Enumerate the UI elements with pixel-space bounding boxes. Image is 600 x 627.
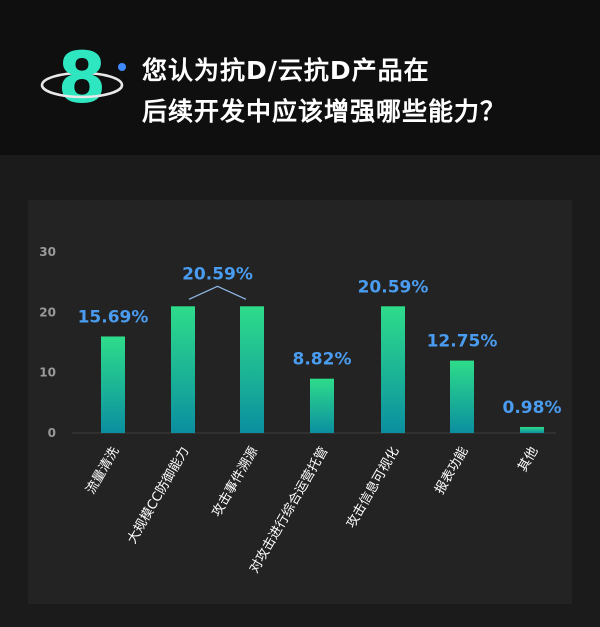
x-tick-label: 攻击信息可视化 <box>343 444 402 531</box>
bar <box>520 426 544 433</box>
bar <box>171 306 195 433</box>
bar <box>450 360 474 433</box>
data-label: 12.75% <box>427 332 498 352</box>
y-tick-label: 10 <box>39 366 56 380</box>
data-label: 8.82% <box>293 350 352 370</box>
bracket-connector <box>188 285 247 300</box>
x-tick-label: 大规模CC防御能力 <box>124 444 192 547</box>
header: 8 您认为抗D/云抗D产品在 后续开发中应该增强哪些能力？ <box>0 0 600 155</box>
x-tick-label: 对攻击进行综合运营托管 <box>247 445 331 576</box>
y-tick-label: 30 <box>39 245 56 259</box>
x-tick-label: 其他 <box>515 445 541 475</box>
title-line-1: 您认为抗D/云抗D产品在 <box>142 56 430 85</box>
y-tick-label: 0 <box>48 426 56 440</box>
data-label: 15.69% <box>78 307 149 327</box>
bar <box>310 378 334 433</box>
number-8-badge-icon: 8 <box>40 40 124 112</box>
bar <box>240 306 264 433</box>
question-number: 8 <box>58 40 107 112</box>
x-tick-label: 报表功能 <box>432 445 471 498</box>
bar <box>381 306 405 433</box>
bullet-dot-icon <box>118 63 126 71</box>
bar <box>101 336 125 433</box>
title-line-2: 后续开发中应该增强哪些能力？ <box>142 97 507 126</box>
y-tick-label: 20 <box>39 305 56 319</box>
bar-chart: 0 10 20 30 15.69% 20.59% 8.82% 20.59% 12.75% 0.9… <box>39 245 562 576</box>
data-label: 20.59% <box>182 264 253 284</box>
x-tick-label: 攻击事件溯源 <box>209 444 262 520</box>
data-label: 20.59% <box>358 277 429 297</box>
x-tick-label: 流量清洗 <box>83 445 122 498</box>
data-label: 0.98% <box>503 398 562 418</box>
